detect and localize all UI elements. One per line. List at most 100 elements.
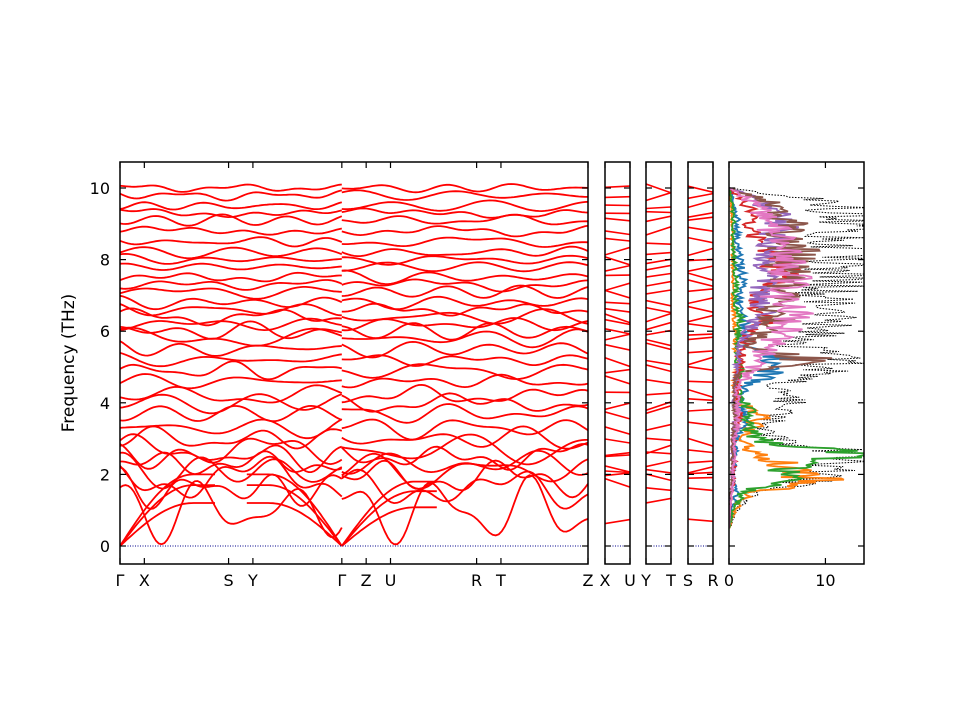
q-point-label: R xyxy=(471,571,482,590)
band-line xyxy=(605,477,630,488)
band-line xyxy=(646,444,671,455)
q-point-label: Y xyxy=(247,571,258,590)
band-line xyxy=(646,468,671,474)
band-line xyxy=(120,443,343,473)
band-line xyxy=(646,437,671,442)
band-line xyxy=(646,242,671,245)
band-line xyxy=(605,411,630,420)
band-line xyxy=(646,473,671,482)
band-line xyxy=(646,359,671,366)
dos-x-tick-label: 0 xyxy=(724,571,734,590)
band-line xyxy=(688,226,713,232)
band-line xyxy=(341,183,588,194)
band-line xyxy=(605,518,630,525)
band-line xyxy=(120,404,343,423)
band-line xyxy=(120,320,342,340)
band-line xyxy=(341,278,588,293)
band-line xyxy=(605,264,630,272)
band-line xyxy=(605,230,630,236)
acoustic-branch xyxy=(341,490,437,547)
band-line xyxy=(120,201,343,211)
acoustic-branch xyxy=(120,473,215,547)
band-line xyxy=(341,269,588,286)
partial-dos-line xyxy=(729,187,814,529)
acoustic-branch xyxy=(341,480,437,547)
band-line xyxy=(341,199,588,213)
s-r-band-panel xyxy=(688,185,713,547)
q-point-label: U xyxy=(624,571,636,590)
y-axis-label: Frequency (THz) xyxy=(59,294,79,433)
band-line xyxy=(341,224,588,238)
band-line xyxy=(341,468,588,510)
band-line xyxy=(120,450,343,476)
band-line xyxy=(341,236,588,248)
band-line xyxy=(341,418,588,441)
band-line xyxy=(120,393,343,415)
total-dos-line xyxy=(729,187,864,529)
band-line xyxy=(605,328,630,335)
band-line xyxy=(341,363,588,381)
q-point-label: X xyxy=(600,571,611,590)
band-line xyxy=(120,189,343,202)
q-point-label: Z xyxy=(361,571,372,590)
q-point-label: S xyxy=(223,571,233,590)
y-tick-label: 2 xyxy=(100,465,110,484)
band-line xyxy=(605,313,630,324)
q-point-label: Y xyxy=(640,571,651,590)
y-tick-label: 8 xyxy=(100,251,110,270)
band-line xyxy=(605,333,630,341)
band-line xyxy=(605,318,630,326)
q-point-label: U xyxy=(385,571,397,590)
dos-panel xyxy=(729,187,864,529)
band-line xyxy=(646,272,671,278)
band-line xyxy=(688,471,713,475)
q-point-label: S xyxy=(683,571,693,590)
band-line xyxy=(341,207,588,219)
band-line xyxy=(605,426,630,435)
band-line xyxy=(646,299,671,307)
band-line xyxy=(341,189,588,201)
band-line xyxy=(688,437,713,447)
band-line xyxy=(341,340,588,359)
band-line xyxy=(646,423,671,431)
band-line xyxy=(341,308,588,325)
band-line xyxy=(605,472,630,477)
band-line xyxy=(646,289,671,295)
band-line xyxy=(605,368,630,374)
band-line xyxy=(646,226,671,236)
band-line xyxy=(341,322,588,341)
acoustic-branch xyxy=(246,502,343,547)
band-line xyxy=(341,474,588,546)
acoustic-branch xyxy=(341,506,437,547)
y-t-band-panel xyxy=(646,183,671,547)
band-line xyxy=(120,466,343,510)
y-tick-label: 10 xyxy=(90,179,110,198)
band-line xyxy=(341,302,588,317)
band-line xyxy=(688,297,713,305)
acoustic-branch xyxy=(120,502,215,547)
panel-frame-p1 xyxy=(604,161,631,565)
band-line xyxy=(688,466,713,474)
band-line xyxy=(646,210,671,214)
band-line xyxy=(120,480,343,546)
band-line xyxy=(120,271,342,283)
band-line xyxy=(120,451,343,490)
band-line xyxy=(605,246,630,256)
y-tick-label: 6 xyxy=(100,322,110,341)
band-line xyxy=(646,191,671,202)
band-line xyxy=(341,295,588,311)
y-tick-label: 0 xyxy=(100,537,110,556)
band-line xyxy=(688,350,713,354)
band-line xyxy=(120,425,343,450)
band-line xyxy=(605,402,630,411)
q-point-label: T xyxy=(495,571,506,590)
main-band-panel xyxy=(120,183,588,547)
band-line xyxy=(646,378,671,385)
band-line xyxy=(605,307,630,313)
band-line xyxy=(120,340,342,357)
band-line xyxy=(646,280,671,287)
band-line xyxy=(646,321,671,331)
q-point-label: Z xyxy=(583,571,594,590)
band-line xyxy=(120,213,343,227)
